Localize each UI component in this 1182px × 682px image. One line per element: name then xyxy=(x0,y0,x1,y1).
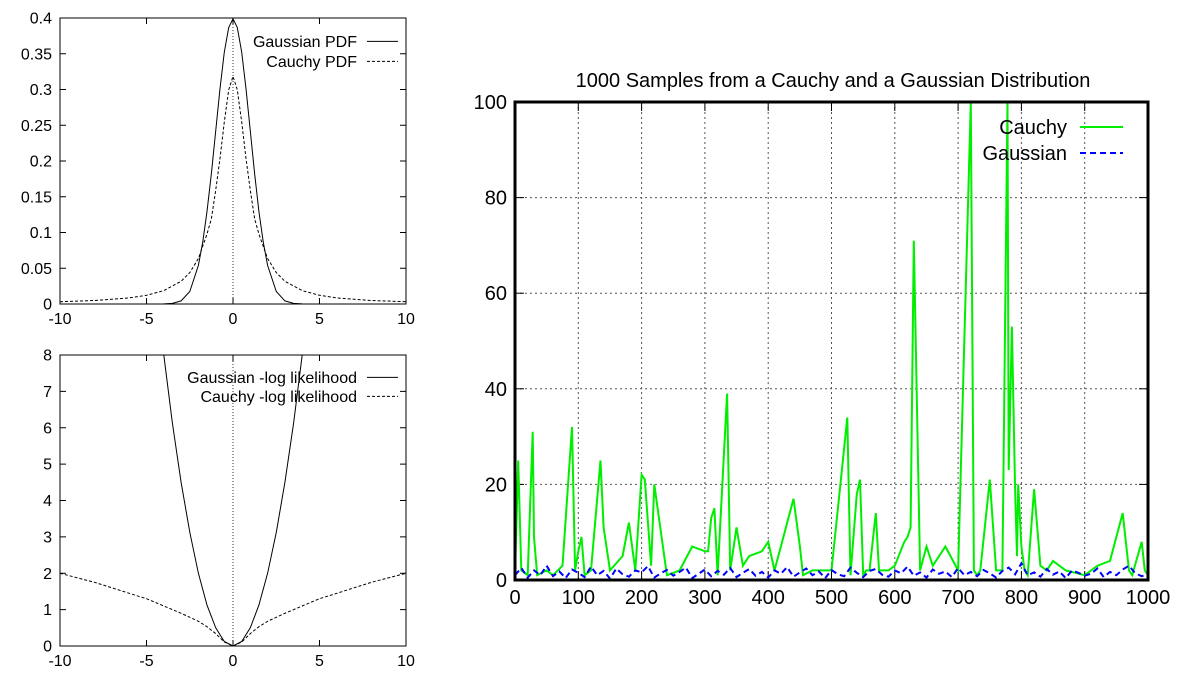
x-tick-label: 600 xyxy=(878,587,911,609)
x-tick-label: 200 xyxy=(625,587,658,609)
y-tick-label: 0.15 xyxy=(21,189,52,206)
x-tick-label: 800 xyxy=(1005,587,1038,609)
y-tick-label: 2 xyxy=(43,566,52,583)
x-tick-label: 700 xyxy=(941,587,974,609)
x-tick-label: 5 xyxy=(315,653,324,670)
x-tick-label: 900 xyxy=(1068,587,1101,609)
legend-label-cauchy: Cauchy xyxy=(999,117,1067,139)
legend-label-cauchy-pdf: Cauchy PDF xyxy=(266,54,357,71)
legend-label-gaussian-pdf: Gaussian PDF xyxy=(253,34,357,51)
x-tick-label: 0 xyxy=(229,311,238,328)
x-tick-label: -5 xyxy=(139,653,153,670)
legend-label-cauchy-log-likelihood: Cauchy -log likelihood xyxy=(200,389,357,406)
series-line-cauchy xyxy=(515,102,1148,579)
series-line-gaussian-pdf xyxy=(60,18,406,304)
y-tick-label: 8 xyxy=(43,348,52,365)
series-line-cauchy-log-likelihood xyxy=(60,572,406,646)
x-tick-label: 10 xyxy=(397,311,415,328)
plot-frame xyxy=(59,354,407,647)
plot-frame xyxy=(59,17,407,305)
chart-title: 1000 Samples from a Cauchy and a Gaussia… xyxy=(576,70,1091,92)
samples-chart: 1000 Samples from a Cauchy and a Gaussia… xyxy=(474,70,1171,609)
x-tick-label: 500 xyxy=(815,587,848,609)
x-tick-label: -10 xyxy=(48,311,71,328)
y-tick-label: 3 xyxy=(43,529,52,546)
series-line-cauchy-pdf xyxy=(60,74,406,303)
plot-frame xyxy=(513,100,1150,582)
y-tick-label: 4 xyxy=(43,493,52,510)
x-tick-label: 100 xyxy=(562,587,595,609)
y-tick-label: 40 xyxy=(485,379,507,401)
y-tick-label: 80 xyxy=(485,188,507,210)
x-tick-label: -10 xyxy=(48,653,71,670)
y-tick-label: 0.1 xyxy=(30,225,52,242)
y-tick-label: 60 xyxy=(485,283,507,305)
y-tick-label: 6 xyxy=(43,420,52,437)
y-tick-label: 0 xyxy=(43,297,52,314)
x-tick-label: 0 xyxy=(509,587,520,609)
x-tick-label: -5 xyxy=(139,311,153,328)
y-tick-label: 0.3 xyxy=(30,82,52,99)
x-tick-label: 300 xyxy=(688,587,721,609)
y-tick-label: 0.2 xyxy=(30,154,52,171)
y-tick-label: 0 xyxy=(496,570,507,592)
y-tick-label: 7 xyxy=(43,384,52,401)
y-tick-label: 0.25 xyxy=(21,118,52,135)
series-line-gaussian xyxy=(515,561,1148,580)
x-tick-label: 400 xyxy=(752,587,785,609)
x-tick-label: 5 xyxy=(315,311,324,328)
y-tick-label: 5 xyxy=(43,457,52,474)
y-tick-label: 0.4 xyxy=(30,11,52,28)
x-tick-label: 10 xyxy=(397,653,415,670)
x-tick-label: 0 xyxy=(229,653,238,670)
series-line-gaussian-log-likelihood xyxy=(163,355,303,646)
y-tick-label: 1 xyxy=(43,602,52,619)
y-tick-label: 0.35 xyxy=(21,46,52,63)
x-tick-label: 1000 xyxy=(1126,587,1171,609)
y-tick-label: 100 xyxy=(474,92,507,114)
pdf-comparison-chart: -10 -5 0 5 10 0 0.05 0.1 0.15 0.2 0.25 0.3 0.35 0.4 Ga… xyxy=(21,11,415,328)
legend-label-gaussian: Gaussian xyxy=(983,143,1068,165)
neg-log-likelihood-chart: -10 -5 0 5 10 0 1 2 3 4 5 6 7 8 Gaussian -log likeliho… xyxy=(43,348,415,670)
y-tick-label: 20 xyxy=(485,474,507,496)
legend-label-gaussian-log-likelihood: Gaussian -log likelihood xyxy=(187,370,357,387)
y-tick-label: 0 xyxy=(43,639,52,656)
y-tick-label: 0.05 xyxy=(21,261,52,278)
